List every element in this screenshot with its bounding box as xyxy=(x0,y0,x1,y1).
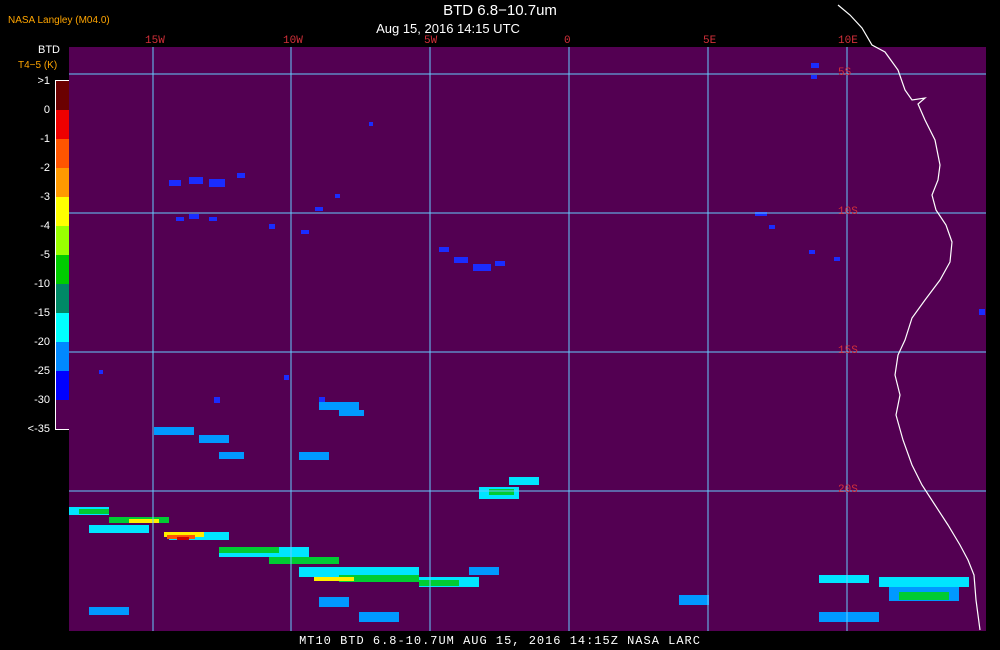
lat-label-15s: 15S xyxy=(838,345,858,357)
colorbar-label: -3 xyxy=(40,191,50,203)
map-title: BTD 6.8−10.7um xyxy=(443,2,557,19)
colorbar-swatch xyxy=(56,197,72,226)
colorbar-swatch xyxy=(56,139,72,168)
lon-label-0: 0 xyxy=(564,35,571,47)
lon-label-15w: 15W xyxy=(145,35,165,47)
colorbar-swatch xyxy=(56,371,72,400)
colorbar-swatch xyxy=(56,400,72,429)
colorbar-swatch xyxy=(56,284,72,313)
colorbar-swatch xyxy=(56,110,72,139)
map-svg xyxy=(69,47,986,631)
colorbar-label: >1 xyxy=(37,75,50,87)
footer-caption: MT10 BTD 6.8-10.7UM AUG 15, 2016 14:15Z … xyxy=(299,634,701,648)
colorbar-swatch xyxy=(56,255,72,284)
colorbar-label: -30 xyxy=(34,394,50,406)
colorbar-label: -15 xyxy=(34,307,50,319)
colorbar-label: -1 xyxy=(40,133,50,145)
colorbar-swatch xyxy=(56,168,72,197)
colorbar-unit-bottom: T4−5 (K) xyxy=(18,60,58,71)
lon-label-5e: 5E xyxy=(703,35,717,47)
lon-label-10w: 10W xyxy=(283,35,303,47)
lat-label-20s: 20S xyxy=(838,484,858,496)
credit-label: NASA Langley (M04.0) xyxy=(8,15,110,26)
colorbar-label: -4 xyxy=(40,220,50,232)
lat-label-10s: 10S xyxy=(838,206,858,218)
lon-label-10e: 10E xyxy=(838,35,858,47)
map-datetime: Aug 15, 2016 14:15 UTC xyxy=(376,21,520,36)
colorbar-label: -25 xyxy=(34,365,50,377)
satellite-map[interactable] xyxy=(69,47,986,631)
colorbar-label: 0 xyxy=(43,104,50,116)
colorbar-unit-top: BTD xyxy=(38,44,60,56)
colorbar-label: -5 xyxy=(40,249,50,261)
colorbar-swatch xyxy=(56,313,72,342)
colorbar-swatch xyxy=(56,342,72,371)
coastline xyxy=(837,4,981,631)
colorbar-label: -20 xyxy=(34,336,50,348)
graticule xyxy=(69,47,986,631)
colorbar-swatch xyxy=(56,81,72,110)
lon-label-5w: 5W xyxy=(424,35,438,47)
colorbar-label: -2 xyxy=(40,162,50,174)
lat-label-5s: 5S xyxy=(838,67,852,79)
cloud-features xyxy=(69,63,985,622)
colorbar-label: <-35 xyxy=(27,423,50,435)
colorbar-swatch xyxy=(56,226,72,255)
colorbar-label: -10 xyxy=(34,278,50,290)
